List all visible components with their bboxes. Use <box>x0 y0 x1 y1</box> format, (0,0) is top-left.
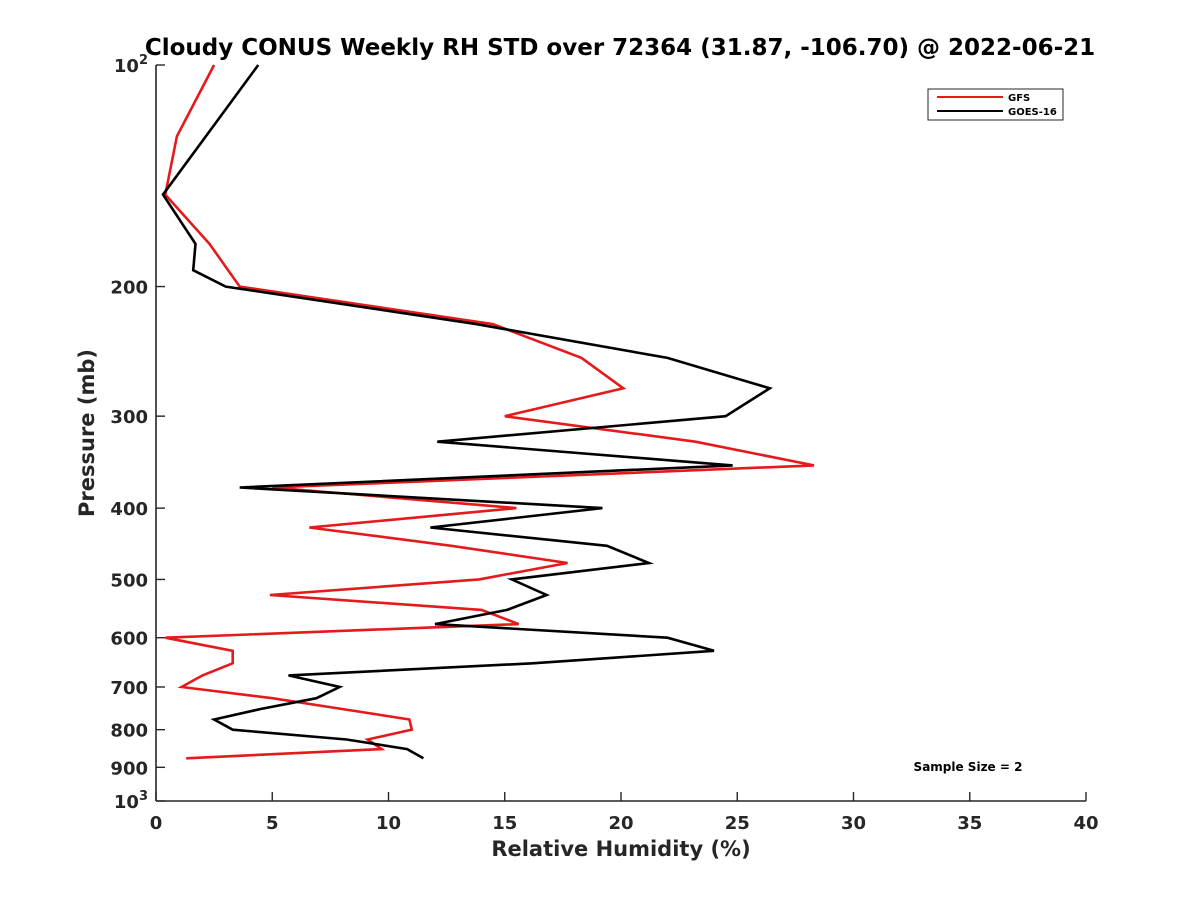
y-tick-label: 400 <box>110 499 148 520</box>
series-lines <box>161 64 815 760</box>
x-tick-label: 40 <box>1073 813 1098 834</box>
chart-title: Cloudy CONUS Weekly RH STD over 72364 (3… <box>145 35 1095 61</box>
y-tick-label: 600 <box>110 629 148 650</box>
legend-label-gfs: GFS <box>1008 93 1030 104</box>
y-tick-label: 300 <box>110 407 148 428</box>
x-tick-label: 20 <box>608 813 633 834</box>
y-tick-label: 900 <box>110 758 148 779</box>
legend-label-goes16: GOES-16 <box>1008 107 1057 118</box>
x-tick-label: 25 <box>725 813 750 834</box>
x-axis-ticks: 0 5 10 15 20 25 30 35 40 <box>150 792 1099 834</box>
y-tick-base: 10 <box>114 56 139 77</box>
y-tick-label: 500 <box>110 570 148 591</box>
y-tick-label: 200 <box>110 278 148 299</box>
x-tick-label: 10 <box>376 813 401 834</box>
y-tick-exponent: 2 <box>139 53 148 68</box>
x-tick-label: 5 <box>266 813 279 834</box>
y-tick-label: 800 <box>110 721 148 742</box>
x-tick-label: 35 <box>957 813 982 834</box>
legend: GFS GOES-16 <box>927 88 1064 121</box>
sample-size-annotation: Sample Size = 2 <box>914 760 1023 774</box>
y-axis-label: Pressure (mb) <box>75 349 99 517</box>
y-tick-label: 102 <box>114 53 148 77</box>
x-tick-label: 0 <box>150 813 163 834</box>
x-tick-label: 30 <box>841 813 866 834</box>
y-tick-label: 103 <box>114 789 148 813</box>
y-tick-exponent: 3 <box>139 789 148 804</box>
y-tick-base: 10 <box>114 792 139 813</box>
legend-box <box>927 88 1064 121</box>
y-tick-label: 700 <box>110 678 148 699</box>
x-tick-label: 15 <box>492 813 517 834</box>
gfs-line <box>163 64 815 760</box>
x-axis-label: Relative Humidity (%) <box>491 837 750 861</box>
goes16-line <box>161 64 773 760</box>
